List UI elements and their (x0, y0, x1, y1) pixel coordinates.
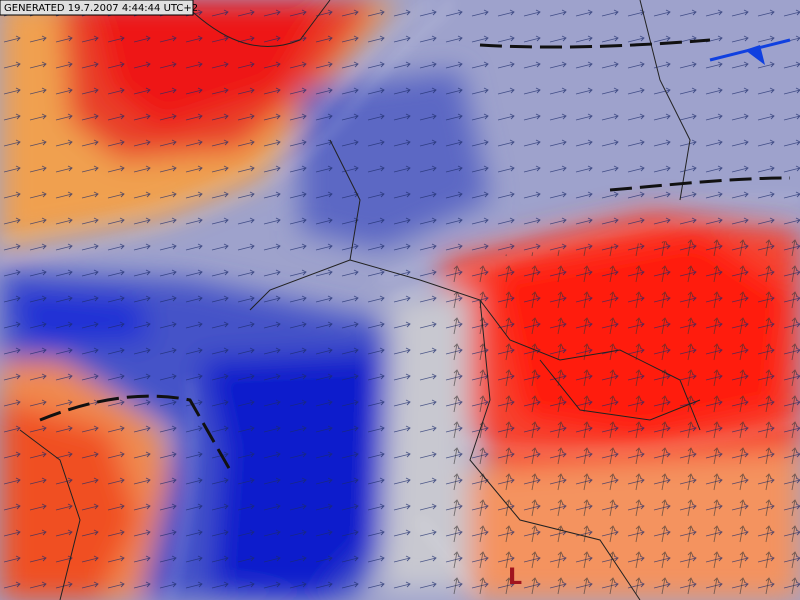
timestamp: GENERATED 19.7.2007 4:44:44 UTC+2 (4, 3, 198, 14)
front-symbol (745, 45, 765, 65)
low-pressure-label: L (508, 565, 522, 590)
fronts (39, 38, 791, 471)
borders (19, 0, 701, 600)
timestamp-box (0, 0, 194, 16)
wind-arrows-south (440, 230, 800, 600)
